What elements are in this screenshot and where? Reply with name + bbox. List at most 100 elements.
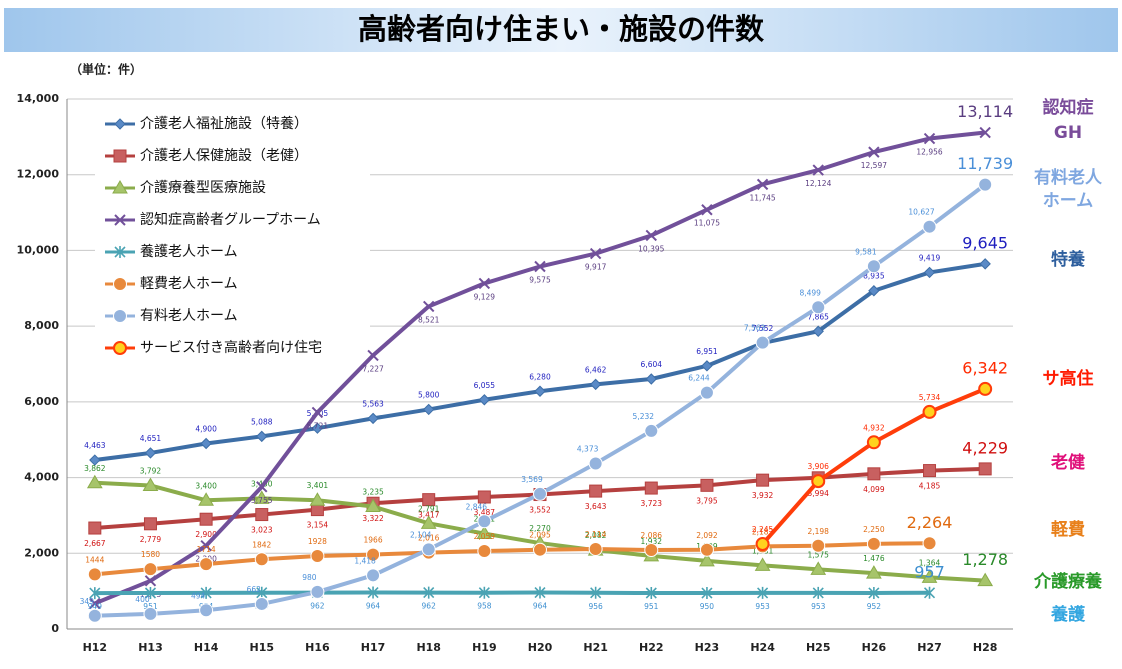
data-label: 7,227 <box>362 364 384 373</box>
annotation: 老健 <box>1050 452 1085 473</box>
marker <box>923 132 936 145</box>
marker <box>143 562 158 577</box>
data-label: 980 <box>302 573 317 582</box>
marker <box>420 515 437 529</box>
data-label: 956 <box>588 602 603 611</box>
x-tick-label: H26 <box>862 641 887 654</box>
marker <box>199 603 214 618</box>
data-label: 3,755 <box>251 496 273 505</box>
data-label: 3,795 <box>696 496 718 505</box>
data-label: 13,114 <box>957 102 1013 121</box>
marker <box>112 180 128 194</box>
data-label: 5,088 <box>251 417 273 426</box>
x-tick-label: H19 <box>472 641 497 654</box>
data-label: 953 <box>755 602 770 611</box>
data-label: 3,400 <box>195 481 217 490</box>
marker <box>755 537 770 552</box>
data-label: 1966 <box>364 536 383 545</box>
x-tick-label: H16 <box>305 641 330 654</box>
data-label: 6,244 <box>688 374 710 383</box>
data-label: 2,114 <box>585 530 607 539</box>
data-label: 400 <box>135 595 150 604</box>
y-tick-label: 2,000 <box>24 546 59 559</box>
data-label: 9,129 <box>474 292 496 301</box>
marker <box>533 542 547 557</box>
marker <box>253 490 270 504</box>
marker <box>311 406 324 419</box>
marker <box>114 214 126 226</box>
data-label: 3,154 <box>307 521 329 530</box>
data-label: 1,932 <box>641 537 663 546</box>
data-label: 494 <box>191 591 206 600</box>
data-label: 6,342 <box>962 358 1008 377</box>
marker <box>114 118 126 130</box>
marker <box>644 423 659 438</box>
data-label: 3,906 <box>807 462 829 471</box>
data-label: 12,124 <box>805 179 831 188</box>
data-label: 964 <box>366 602 381 611</box>
annotation: ホーム <box>1043 191 1094 211</box>
data-label: 6,055 <box>474 381 496 390</box>
marker <box>588 541 603 556</box>
marker <box>113 277 127 291</box>
data-label: 662 <box>247 585 262 594</box>
data-label: 964 <box>533 602 548 611</box>
data-label: 9,419 <box>919 253 941 262</box>
marker <box>868 285 880 297</box>
data-label: 1714 <box>197 545 216 554</box>
data-label: 10,627 <box>908 208 934 217</box>
x-tick-label: H27 <box>917 641 942 654</box>
annotation: 養護 <box>1050 604 1086 625</box>
marker <box>867 467 881 481</box>
marker <box>756 473 770 487</box>
data-label: 11,745 <box>749 193 775 202</box>
data-label: 2,086 <box>641 531 663 540</box>
marker <box>423 586 435 599</box>
data-label: 2,016 <box>418 534 440 543</box>
marker <box>921 569 938 583</box>
marker <box>114 246 126 258</box>
data-label: 1,476 <box>863 554 885 563</box>
marker <box>978 177 993 192</box>
data-label: 1,364 <box>919 558 941 567</box>
marker <box>868 586 880 599</box>
data-label: 2,182 <box>752 527 774 536</box>
data-label: 1,575 <box>807 550 829 559</box>
data-label: 2,846 <box>466 502 488 511</box>
marker <box>367 586 379 599</box>
marker <box>311 422 324 434</box>
data-label: 11,739 <box>957 154 1013 173</box>
data-label: 951 <box>143 602 158 611</box>
marker <box>923 464 937 478</box>
marker <box>701 587 713 600</box>
marker <box>144 586 157 599</box>
marker <box>421 542 436 557</box>
y-tick-label: 4,000 <box>24 471 59 484</box>
marker <box>366 547 381 562</box>
marker <box>644 543 659 558</box>
data-label: 7,865 <box>807 312 829 321</box>
marker <box>533 486 547 501</box>
data-label: 2,092 <box>696 531 718 540</box>
marker <box>422 300 435 313</box>
data-label: 949 <box>88 602 103 611</box>
data-label: 4,463 <box>84 441 106 450</box>
marker <box>254 596 269 611</box>
data-label: 3,235 <box>362 488 384 497</box>
marker <box>534 586 546 599</box>
data-label: 8,499 <box>799 288 821 297</box>
data-label: 9,645 <box>962 233 1008 252</box>
marker <box>200 437 212 450</box>
data-label: 2,198 <box>807 527 829 536</box>
marker <box>310 584 325 599</box>
x-tick-label: H12 <box>83 641 108 654</box>
annotation: 有料老人 <box>1034 167 1103 188</box>
marker <box>87 567 102 582</box>
data-label: 958 <box>477 602 492 611</box>
data-label: 3,552 <box>529 506 551 515</box>
marker <box>757 586 769 599</box>
data-label: 3,023 <box>251 526 273 535</box>
marker <box>478 394 491 406</box>
title-band <box>4 8 1118 52</box>
